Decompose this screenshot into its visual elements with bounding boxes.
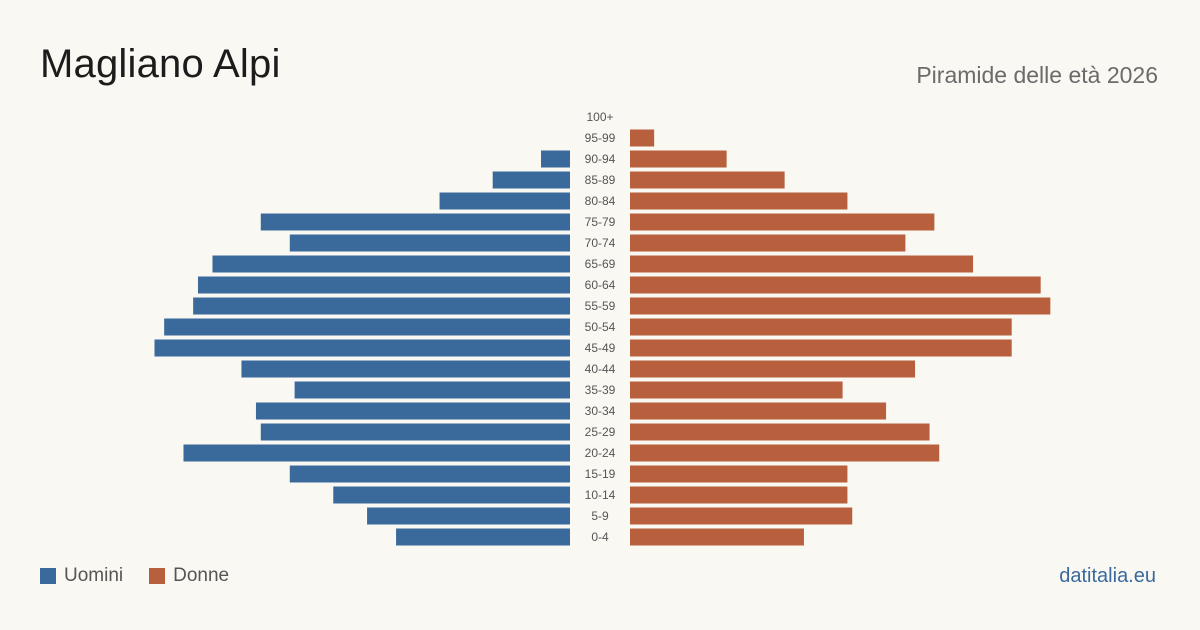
age-label: 85-89 bbox=[585, 173, 616, 187]
age-label: 75-79 bbox=[585, 215, 616, 229]
bar-female bbox=[630, 486, 848, 504]
bar-female bbox=[630, 255, 974, 273]
age-label: 15-19 bbox=[585, 467, 616, 481]
bar-female bbox=[630, 423, 930, 441]
bar-female bbox=[630, 192, 848, 210]
source-link[interactable]: datitalia.eu bbox=[1059, 565, 1156, 587]
bar-female bbox=[630, 318, 1012, 336]
bar-female bbox=[630, 234, 906, 252]
bar-female bbox=[630, 465, 848, 483]
bar-male bbox=[183, 444, 570, 462]
bar-female bbox=[630, 444, 940, 462]
bar-female bbox=[630, 360, 916, 378]
age-label: 45-49 bbox=[585, 341, 616, 355]
bar-male bbox=[367, 507, 570, 525]
bar-male bbox=[492, 171, 570, 189]
age-label: 60-64 bbox=[585, 278, 616, 292]
bar-male bbox=[396, 528, 570, 546]
age-label: 90-94 bbox=[585, 152, 616, 166]
bar-female bbox=[630, 297, 1051, 315]
legend-label-male: Uomini bbox=[64, 565, 124, 586]
bar-female bbox=[630, 171, 785, 189]
bar-female bbox=[630, 339, 1012, 357]
age-label: 55-59 bbox=[585, 299, 616, 313]
legend-item-female: Donne bbox=[149, 565, 229, 587]
legend-item-male: Uomini bbox=[40, 565, 123, 587]
age-label: 20-24 bbox=[585, 446, 616, 460]
age-label: 40-44 bbox=[585, 362, 616, 376]
age-label: 25-29 bbox=[585, 425, 616, 439]
chart-legend: Uomini Donne bbox=[40, 565, 229, 587]
bar-female bbox=[630, 150, 727, 168]
bar-male bbox=[154, 339, 570, 357]
bar-male bbox=[333, 486, 570, 504]
bar-male bbox=[541, 150, 570, 168]
chart-subtitle: Piramide delle età 2026 bbox=[916, 62, 1158, 88]
bar-male bbox=[289, 465, 570, 483]
bar-male bbox=[164, 318, 571, 336]
bar-male bbox=[260, 423, 570, 441]
bar-male bbox=[439, 192, 570, 210]
bar-female bbox=[630, 528, 804, 546]
legend-label-female: Donne bbox=[173, 565, 230, 586]
age-label: 80-84 bbox=[585, 194, 616, 208]
legend-swatch-female bbox=[149, 568, 166, 584]
age-label: 10-14 bbox=[585, 488, 616, 502]
bar-male bbox=[193, 297, 571, 315]
page-title: Magliano Alpi bbox=[40, 42, 281, 86]
age-label: 35-39 bbox=[585, 383, 616, 397]
bar-female bbox=[630, 402, 887, 420]
age-label: 95-99 bbox=[585, 131, 616, 145]
age-label: 50-54 bbox=[585, 320, 616, 334]
bar-male bbox=[255, 402, 570, 420]
bar-male bbox=[197, 276, 570, 294]
bar-male bbox=[260, 213, 570, 231]
bar-male bbox=[212, 255, 570, 273]
bar-male bbox=[241, 360, 570, 378]
age-label: 0-4 bbox=[591, 530, 609, 544]
bar-female bbox=[630, 213, 935, 231]
bar-female bbox=[630, 507, 853, 525]
bar-male bbox=[289, 234, 570, 252]
bar-female bbox=[630, 129, 655, 147]
bar-female bbox=[630, 381, 843, 399]
bar-male bbox=[294, 381, 570, 399]
age-label: 5-9 bbox=[591, 509, 609, 523]
age-label: 100+ bbox=[586, 110, 613, 124]
age-label: 30-34 bbox=[585, 404, 616, 418]
age-label: 65-69 bbox=[585, 257, 616, 271]
age-label: 70-74 bbox=[585, 236, 616, 250]
bar-female bbox=[630, 276, 1041, 294]
legend-swatch-male bbox=[40, 568, 56, 584]
